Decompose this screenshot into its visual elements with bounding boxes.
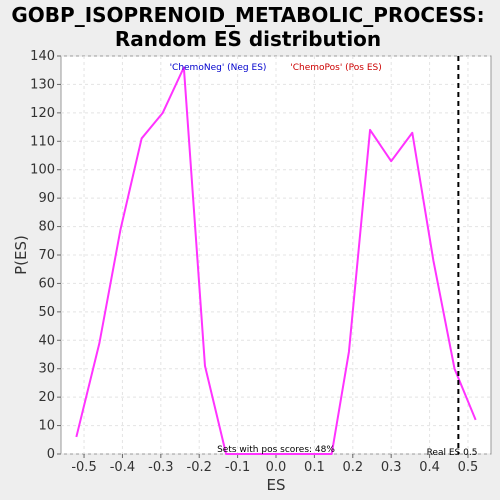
pos-scores-annotation: Sets with pos scores: 48% [217, 445, 335, 455]
x-tick-label: -0.3 [148, 460, 173, 475]
y-tick-label: 120 [30, 106, 55, 121]
legend-neg-label: 'ChemoNeg' (Neg ES) [170, 63, 267, 73]
x-tick-label: 0.1 [304, 460, 325, 475]
y-axis-label: P(ES) [12, 235, 30, 275]
real-es-annotation: Real ES 0.5 [427, 448, 478, 458]
y-axis-ticks: 0 10 20 30 40 50 60 70 80 90 100 110 120 130 140 [30, 49, 61, 462]
y-tick-label: 40 [38, 333, 55, 348]
y-tick-label: 80 [38, 220, 55, 235]
x-tick-label: 0.2 [342, 460, 363, 475]
y-tick-label: 90 [38, 191, 55, 206]
y-tick-label: 10 [38, 419, 55, 434]
x-tick-label: 0.4 [419, 460, 440, 475]
y-tick-label: 100 [30, 163, 55, 178]
x-tick-label: -0.5 [71, 460, 96, 475]
x-tick-label: -0.2 [187, 460, 212, 475]
chart-title-line1: GOBP_ISOPRENOID_METABOLIC_PROCESS: [11, 3, 484, 27]
x-tick-label: -0.1 [225, 460, 250, 475]
y-tick-label: 0 [47, 447, 55, 462]
y-tick-label: 110 [30, 134, 55, 149]
series-lines [75, 66, 477, 455]
x-axis-label: ES [267, 476, 286, 494]
y-tick-label: 50 [38, 305, 55, 320]
y-tick-label: 30 [38, 362, 55, 377]
x-axis-ticks: -0.5 -0.4 -0.3 -0.2 -0.1 0.0 0.1 0.2 0.3 0.4 0.5 [71, 454, 478, 475]
grid-lines [61, 55, 491, 455]
y-tick-label: 60 [38, 276, 55, 291]
x-tick-label: 0.5 [458, 460, 479, 475]
chart-title-line2: Random ES distribution [115, 27, 381, 51]
y-tick-label: 70 [38, 248, 55, 263]
x-tick-label: 0.0 [266, 460, 287, 475]
series-line [75, 66, 477, 455]
legend-pos-label: 'ChemoPos' (Pos ES) [290, 63, 382, 73]
y-tick-label: 20 [38, 390, 55, 405]
y-tick-label: 130 [30, 77, 55, 92]
x-tick-label: 0.3 [381, 460, 402, 475]
x-tick-label: -0.4 [110, 460, 135, 475]
y-tick-label: 140 [30, 49, 55, 64]
